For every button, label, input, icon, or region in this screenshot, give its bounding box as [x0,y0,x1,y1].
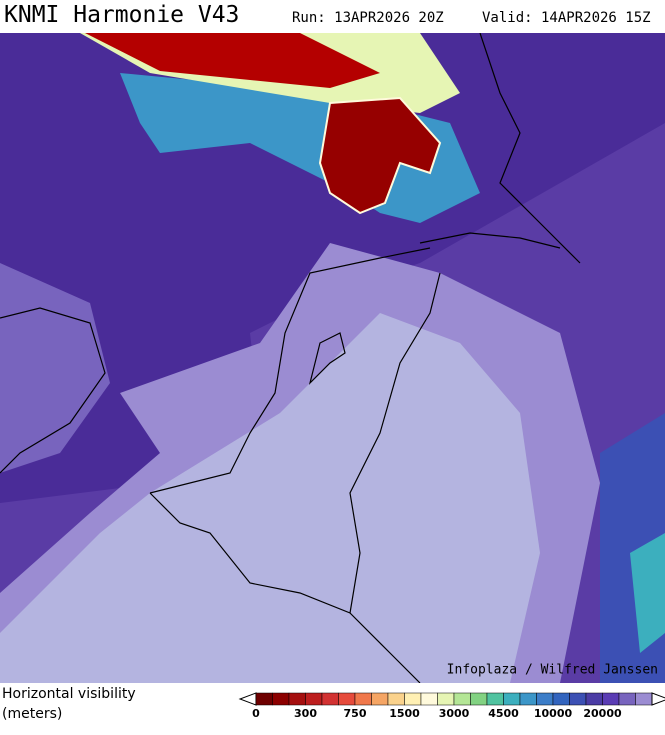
color-swatch [552,692,570,706]
colorbar-tick-label: 750 [344,707,367,720]
color-swatch [519,692,537,706]
color-swatch [503,692,521,706]
land-clear [0,313,540,683]
color-swatch [470,692,488,706]
legend-unit: (meters) [2,706,63,722]
colorbar-tick-label: 1500 [389,707,420,720]
color-swatch [437,692,455,706]
colorbar-tick-label: 4500 [488,707,519,720]
legend-label: Horizontal visibility [2,686,136,702]
color-swatch [272,692,290,706]
color-swatch [602,692,620,706]
colorbar: 0 300 750 1500 3000 4500 10000 20000 [238,692,665,720]
color-swatch [453,692,471,706]
colorbar-tick-label: 300 [294,707,317,720]
coastlines [0,33,581,683]
valid-time: Valid: 14APR2026 15Z [482,10,651,26]
color-swatch [585,692,603,706]
arrow-right [651,692,665,706]
color-swatch [288,692,306,706]
arrow-left [238,692,257,706]
colorbar-tick-label: 10000 [534,707,573,720]
fog-band [85,33,380,88]
color-swatch [635,692,653,706]
color-swatch [354,692,372,706]
color-swatch [569,692,587,706]
color-swatch [255,692,273,706]
fog-blob [318,96,442,215]
color-swatch [536,692,554,706]
england [0,263,110,473]
color-swatch [305,692,323,706]
colorbar-tick-label: 20000 [583,707,622,720]
run-time: Run: 13APR2026 20Z [292,10,444,26]
fog-east-light [630,533,665,653]
color-swatch [321,692,339,706]
color-swatch [371,692,389,706]
color-swatch [338,692,356,706]
colorbar-tick-label: 0 [252,707,260,720]
color-swatch [420,692,438,706]
color-swatch [486,692,504,706]
color-swatch [387,692,405,706]
colorbar-tick-label: 3000 [439,707,470,720]
color-swatch [404,692,422,706]
map: Infoplaza / Wilfred Janssen [0,33,665,683]
title: KNMI Harmonie V43 [4,2,240,28]
credit: Infoplaza / Wilfred Janssen [447,663,658,678]
color-swatch [618,692,636,706]
